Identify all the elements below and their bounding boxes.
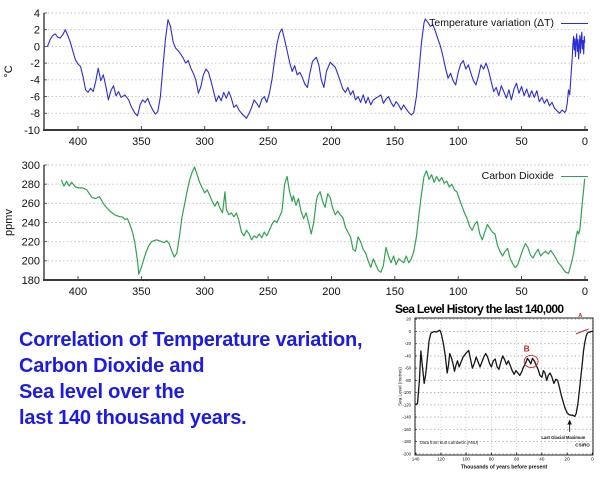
co2-chart: 300 280 260 240 220 200 180 400 350 300 250 200 150 1… [3,160,588,298]
svg-text:-6: -6 [30,91,40,103]
svg-text:100: 100 [462,457,470,462]
caption-text: Correlation of Temperature variation, Ca… [19,327,363,431]
svg-text:2: 2 [34,25,40,37]
svg-text:-40: -40 [405,353,412,358]
svg-text:0: 0 [34,41,40,53]
co2-legend-label: Carbon Dioxide [481,170,554,182]
svg-text:300: 300 [196,286,214,298]
sea-level-title: Sea Level History the last 140,000 [395,302,564,316]
svg-text:150: 150 [386,286,404,298]
svg-text:400: 400 [69,286,87,298]
svg-text:°C: °C [3,65,15,77]
svg-text:400: 400 [69,136,87,148]
svg-text:200: 200 [22,256,40,268]
svg-text:250: 250 [259,136,277,148]
svg-text:-140: -140 [402,415,411,420]
svg-text:260: 260 [22,198,40,210]
svg-text:240: 240 [22,217,40,229]
temperature-chart: 4 2 0 -2 -4 -6 -8 -10 400 350 300 250 200 150 100 50 0 °C [3,8,588,148]
svg-text:-10: -10 [24,125,40,137]
svg-text:-80: -80 [405,378,412,383]
svg-text:Data from Kurt Lambeck (ANU): Data from Kurt Lambeck (ANU) [420,440,479,445]
sea-level-inset: Sea Level History the last 140,000 20 0 -2… [395,302,600,480]
svg-text:250: 250 [259,286,277,298]
svg-text:0: 0 [591,457,594,462]
svg-text:-180: -180 [402,439,411,444]
caption-line: last 140 thousand years. [19,407,247,429]
svg-text:-60: -60 [405,366,412,371]
co2-legend: Carbon Dioxide [482,170,588,182]
svg-text:Thousands of years before pres: Thousands of years before present [461,465,548,471]
svg-text:A: A [578,313,582,319]
svg-text:-120: -120 [402,402,411,407]
svg-text:0: 0 [582,286,588,298]
svg-text:-200: -200 [402,451,411,456]
temperature-legend-label: Temperature variation (ΔT) [429,17,554,29]
svg-text:0: 0 [582,136,588,148]
svg-text:-100: -100 [402,390,411,395]
temperature-legend: Temperature variation (ΔT) [429,17,588,29]
svg-text:-2: -2 [30,58,40,70]
svg-text:60: 60 [514,457,520,462]
svg-text:300: 300 [22,160,40,172]
svg-text:200: 200 [322,136,340,148]
co2-legend-line [561,175,588,177]
temperature-legend-line [561,22,588,24]
svg-text:120: 120 [437,457,445,462]
svg-text:350: 350 [132,286,150,298]
svg-text:50: 50 [515,136,527,148]
svg-text:40: 40 [539,457,545,462]
svg-text:-4: -4 [30,75,40,87]
svg-text:80: 80 [489,457,495,462]
caption-line: Sea level over the [19,381,185,403]
svg-text:0: 0 [409,329,412,334]
svg-text:-160: -160 [402,427,411,432]
svg-text:-8: -8 [30,108,40,120]
svg-text:150: 150 [386,136,404,148]
svg-text:50: 50 [515,286,527,298]
svg-text:20: 20 [406,317,411,322]
svg-text:Last Glacial Maximum: Last Glacial Maximum [541,435,585,440]
svg-text:CSIRO: CSIRO [575,442,590,447]
svg-text:350: 350 [132,136,150,148]
svg-text:100: 100 [449,136,467,148]
svg-text:200: 200 [322,286,340,298]
sea-level-chart: 200-20-40-60-80-100-120-140-160-180-2001… [398,313,595,471]
svg-text:ppmv: ppmv [3,209,15,236]
svg-text:-20: -20 [405,341,412,346]
svg-text:4: 4 [34,8,40,20]
svg-text:300: 300 [196,136,214,148]
caption-line: Correlation of Temperature variation, [19,329,363,351]
caption-line: Carbon Dioxide and [19,355,205,377]
svg-text:180: 180 [22,275,40,287]
svg-text:100: 100 [449,286,467,298]
svg-text:B: B [524,344,530,354]
svg-text:140: 140 [412,457,420,462]
svg-text:280: 280 [22,179,40,191]
svg-text:Sea Level (metres): Sea Level (metres) [398,367,403,406]
svg-text:20: 20 [565,457,571,462]
svg-text:220: 220 [22,237,40,249]
